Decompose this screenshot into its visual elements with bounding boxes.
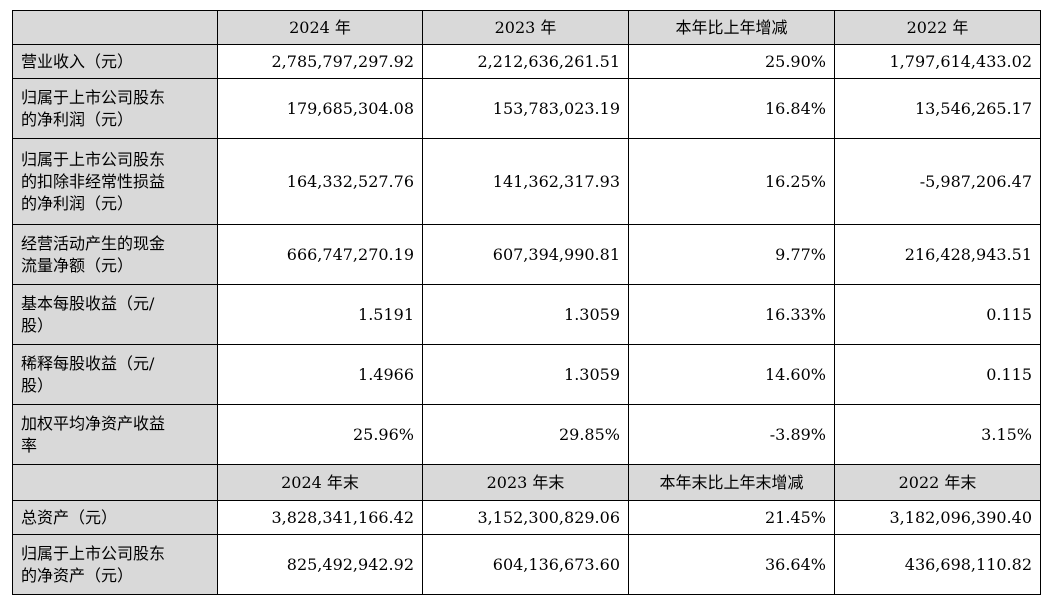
header-corner-cell [12,10,218,45]
value-cell: 607,394,990.81 [422,224,629,285]
value-cell: -5,987,206.47 [834,138,1041,225]
row-label-line: 加权平均净资产收益 [21,413,166,433]
value-cell: 2,212,636,261.51 [422,44,629,79]
row-label-line: 基本每股收益（元/ [21,293,155,313]
value-cell: 604,136,673.60 [422,534,629,595]
value-cell: 0.115 [834,284,1041,345]
value-cell: 3,828,341,166.42 [217,500,423,535]
header-row-2: 2024 年末 2023 年末 本年末比上年末增减 2022 年末 [12,464,1041,501]
value-cell: 3,152,300,829.06 [422,500,629,535]
row-label-line: 股） [21,375,54,395]
value-cell: 216,428,943.51 [834,224,1041,285]
value-cell: 825,492,942.92 [217,534,423,595]
value-cell: 141,362,317.93 [422,138,629,225]
header-cell: 2024 年 [217,10,423,45]
row-label: 总资产（元） [12,500,218,535]
row-label-line: 归属于上市公司股东 [21,87,166,107]
table-row: 营业收入（元） 2,785,797,297.92 2,212,636,261.5… [12,44,1041,79]
value-cell: 0.115 [834,344,1041,405]
value-cell: 1,797,614,433.02 [834,44,1041,79]
value-cell: 2,785,797,297.92 [217,44,423,79]
row-label-line: 率 [21,435,38,455]
table-row: 归属于上市公司股东 的净利润（元） 179,685,304.08 153,783… [12,78,1041,139]
header-row-1: 2024 年 2023 年 本年比上年增减 2022 年 [12,10,1041,45]
row-label-line: 经营活动产生的现金 [21,233,166,253]
value-cell: 1.3059 [422,284,629,345]
value-cell: 13,546,265.17 [834,78,1041,139]
value-cell: 1.5191 [217,284,423,345]
value-cell: 179,685,304.08 [217,78,423,139]
value-cell: 25.90% [628,44,835,79]
row-label-line: 的扣除非经常性损益 [21,171,166,191]
row-label-line: 稀释每股收益（元/ [21,353,155,373]
row-label-line: 流量净额（元） [21,255,134,275]
value-cell: 1.4966 [217,344,423,405]
table-row: 总资产（元） 3,828,341,166.42 3,152,300,829.06… [12,500,1041,535]
value-cell: -3.89% [628,404,835,465]
value-cell: 29.85% [422,404,629,465]
value-cell: 25.96% [217,404,423,465]
row-label-line: 归属于上市公司股东 [21,543,166,563]
value-cell: 666,747,270.19 [217,224,423,285]
header-cell: 2022 年末 [834,464,1041,501]
value-cell: 16.84% [628,78,835,139]
row-label: 基本每股收益（元/ 股） [12,284,218,345]
value-cell: 436,698,110.82 [834,534,1041,595]
header-cell: 2024 年末 [217,464,423,501]
header-cell: 本年末比上年末增减 [628,464,835,501]
row-label: 归属于上市公司股东 的净资产（元） [12,534,218,595]
row-label-line: 营业收入（元） [21,51,134,71]
value-cell: 3.15% [834,404,1041,465]
header-cell: 2022 年 [834,10,1041,45]
financial-summary-table: 2024 年 2023 年 本年比上年增减 2022 年 营业收入（元） 2,7… [12,10,1041,595]
value-cell: 1.3059 [422,344,629,405]
table-row: 归属于上市公司股东 的净资产（元） 825,492,942.92 604,136… [12,534,1041,595]
row-label: 经营活动产生的现金 流量净额（元） [12,224,218,285]
row-label-line: 的净利润（元） [21,193,134,213]
row-label-line: 归属于上市公司股东 [21,149,166,169]
row-label-line: 的净资产（元） [21,565,134,585]
table-row: 经营活动产生的现金 流量净额（元） 666,747,270.19 607,394… [12,224,1041,285]
row-label: 营业收入（元） [12,44,218,79]
table-row: 归属于上市公司股东 的扣除非经常性损益 的净利润（元） 164,332,527.… [12,138,1041,225]
table-row: 基本每股收益（元/ 股） 1.5191 1.3059 16.33% 0.115 [12,284,1041,345]
row-label-line: 的净利润（元） [21,109,134,129]
row-label: 加权平均净资产收益 率 [12,404,218,465]
header-cell: 2023 年 [422,10,629,45]
table-row: 稀释每股收益（元/ 股） 1.4966 1.3059 14.60% 0.115 [12,344,1041,405]
table-row: 加权平均净资产收益 率 25.96% 29.85% -3.89% 3.15% [12,404,1041,465]
value-cell: 36.64% [628,534,835,595]
header-corner-cell [12,464,218,501]
value-cell: 21.45% [628,500,835,535]
header-cell: 本年比上年增减 [628,10,835,45]
value-cell: 9.77% [628,224,835,285]
value-cell: 3,182,096,390.40 [834,500,1041,535]
value-cell: 153,783,023.19 [422,78,629,139]
row-label: 归属于上市公司股东 的扣除非经常性损益 的净利润（元） [12,138,218,225]
value-cell: 16.25% [628,138,835,225]
header-cell: 2023 年末 [422,464,629,501]
row-label: 归属于上市公司股东 的净利润（元） [12,78,218,139]
value-cell: 164,332,527.76 [217,138,423,225]
row-label: 稀释每股收益（元/ 股） [12,344,218,405]
value-cell: 16.33% [628,284,835,345]
value-cell: 14.60% [628,344,835,405]
row-label-line: 股） [21,315,54,335]
row-label-line: 总资产（元） [21,507,118,527]
